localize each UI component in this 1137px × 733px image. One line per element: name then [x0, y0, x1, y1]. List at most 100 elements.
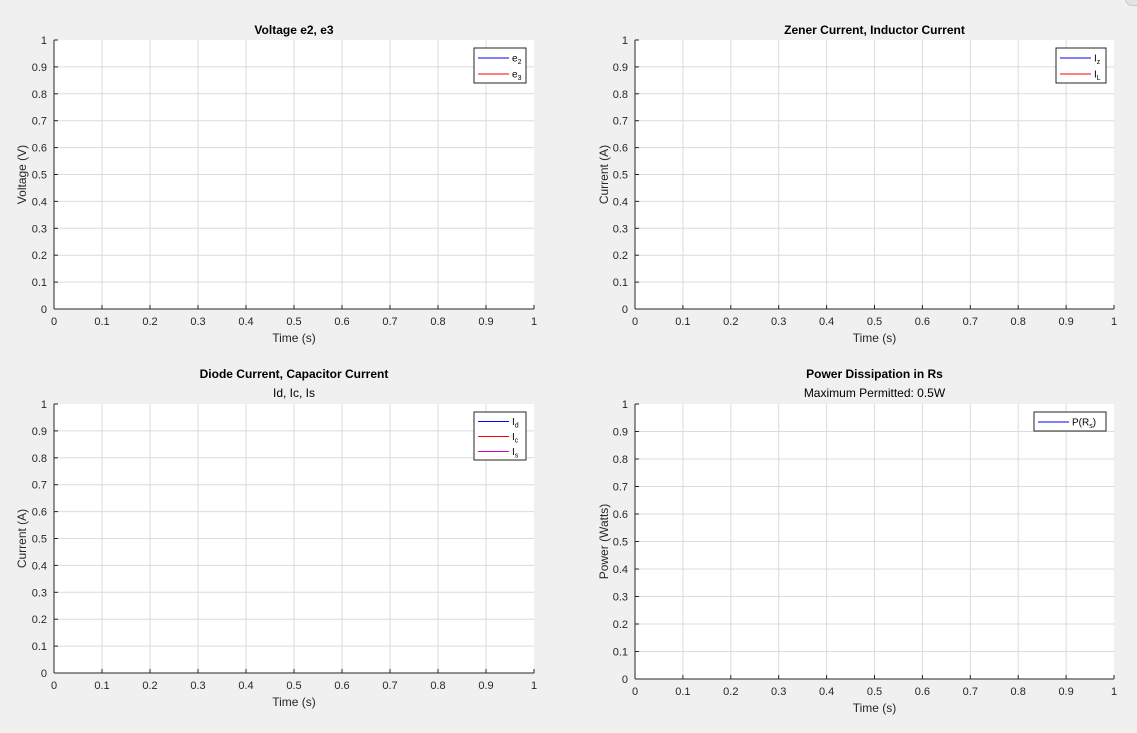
y-tick-label: 0.9	[32, 426, 47, 438]
x-tick-label: 1	[531, 680, 537, 692]
x-tick-label: 0.1	[675, 686, 690, 698]
y-tick-label: 0.4	[613, 564, 628, 576]
y-tick-label: 0.8	[613, 454, 628, 466]
y-tick-label: 1	[41, 399, 47, 411]
y-tick-label: 0.4	[613, 196, 628, 208]
x-tick-label: 0.1	[94, 316, 109, 328]
legend-entry: Id	[512, 417, 519, 430]
y-tick-label: 0.5	[32, 534, 47, 546]
legend-box	[1055, 47, 1107, 84]
x-tick-label: 0.4	[819, 316, 834, 328]
x-tick-label: 0.5	[867, 686, 882, 698]
y-tick-label: 0.9	[32, 62, 47, 74]
x-tick-label: 0.8	[1011, 686, 1026, 698]
x-tick-label: 0.6	[334, 316, 349, 328]
legend-entry: Ic	[512, 432, 519, 445]
y-axis-label: Voltage (V)	[15, 145, 29, 204]
y-tick-label: 0.4	[32, 196, 47, 208]
x-tick-label: 0.1	[94, 680, 109, 692]
x-tick-label: 0.6	[334, 680, 349, 692]
y-axis-label: Current (A)	[597, 145, 611, 204]
y-tick-label: 0.3	[32, 587, 47, 599]
legend-entry: e3	[512, 70, 522, 83]
legend-box	[1033, 411, 1107, 432]
chart-title: Zener Current, Inductor Current	[784, 23, 965, 37]
y-tick-label: 0.1	[32, 641, 47, 653]
legend-box	[473, 47, 527, 84]
legend-entry: Is	[512, 447, 519, 460]
x-tick-label: 0.9	[1058, 316, 1073, 328]
y-tick-label: 0	[41, 668, 47, 680]
y-tick-label: 0.7	[32, 480, 47, 492]
x-tick-label: 0.2	[142, 680, 157, 692]
y-tick-label: 0.9	[613, 62, 628, 74]
y-tick-label: 0.9	[613, 427, 628, 439]
y-tick-label: 0.4	[32, 560, 47, 572]
y-tick-label: 1	[41, 35, 47, 47]
x-tick-label: 0.7	[963, 316, 978, 328]
x-axis-label: Time (s)	[853, 331, 897, 345]
subplot-voltage: 0 0.1 0.2 0.3 0.4 0.5 0.6 0.7 0.8 0.9 1 0 0.1 0.2 0.3 0…	[15, 23, 537, 345]
x-tick-label: 0.9	[478, 316, 493, 328]
subplot-current: 0 0.1 0.2 0.3 0.4 0.5 0.6 0.7 0.8 0.9 1 0 0.1 0.2 0.3 0…	[597, 23, 1117, 345]
chart-subtitle: Id, Ic, Is	[273, 386, 315, 400]
x-tick-label: 0.4	[238, 680, 253, 692]
y-tick-label: 0	[622, 304, 628, 316]
x-tick-label: 1	[531, 316, 537, 328]
y-tick-label: 0.6	[613, 509, 628, 521]
legend-entry: Iz	[1094, 54, 1101, 67]
legend-entry: P(Rs)	[1072, 418, 1096, 431]
y-tick-label: 0.7	[613, 482, 628, 494]
x-tick-label: 0.3	[190, 680, 205, 692]
x-tick-label: 0.9	[478, 680, 493, 692]
y-tick-label: 0.6	[32, 143, 47, 155]
y-tick-label: 0.3	[613, 592, 628, 604]
x-tick-label: 0.3	[771, 316, 786, 328]
chart-title: Power Dissipation in Rs	[806, 367, 943, 381]
y-tick-label: 0.1	[32, 277, 47, 289]
y-tick-label: 0.6	[613, 143, 628, 155]
x-axis-label: Time (s)	[272, 695, 316, 709]
x-tick-label: 0.7	[382, 316, 397, 328]
x-tick-label: 0.1	[675, 316, 690, 328]
x-tick-label: 0	[51, 680, 57, 692]
y-tick-label: 1	[622, 399, 628, 411]
y-tick-label: 0.2	[613, 619, 628, 631]
y-tick-label: 0.5	[613, 170, 628, 182]
x-tick-label: 0.5	[286, 316, 301, 328]
x-tick-label: 1	[1111, 686, 1117, 698]
y-tick-label: 0	[622, 674, 628, 686]
x-tick-label: 0.8	[430, 680, 445, 692]
y-tick-label: 1	[622, 35, 628, 47]
x-tick-label: 0.8	[1011, 316, 1026, 328]
x-tick-label: 0.6	[915, 316, 930, 328]
y-tick-label: 0.5	[32, 170, 47, 182]
chart-title: Diode Current, Capacitor Current	[200, 367, 389, 381]
y-tick-label: 0.2	[32, 250, 47, 262]
window-corner-control[interactable]	[1125, 0, 1137, 6]
subplot-diode: 0 0.1 0.2 0.3 0.4 0.5 0.6 0.7 0.8 0.9 1 0 0.1 0.2 0.3 0…	[15, 367, 537, 709]
y-tick-label: 0.1	[613, 647, 628, 659]
x-tick-label: 0	[632, 316, 638, 328]
x-axis-label: Time (s)	[853, 701, 897, 715]
legend-entry: e2	[512, 54, 522, 67]
legend[interactable]: P(Rs)	[1033, 411, 1107, 432]
x-tick-label: 0.3	[190, 316, 205, 328]
x-axis-label: Time (s)	[272, 331, 316, 345]
x-tick-label: 0.5	[867, 316, 882, 328]
x-tick-label: 0.7	[382, 680, 397, 692]
y-tick-label: 0.3	[32, 223, 47, 235]
y-tick-label: 0	[41, 304, 47, 316]
legend[interactable]: Id Ic Is	[473, 411, 527, 461]
y-tick-label: 0.7	[32, 116, 47, 128]
x-tick-label: 0.5	[286, 680, 301, 692]
x-tick-label: 0.2	[142, 316, 157, 328]
subplot-power: 0 0.1 0.2 0.3 0.4 0.5 0.6 0.7 0.8 0.9 1 0 0.1 0.2 0.3 0…	[597, 367, 1117, 715]
x-tick-label: 0.7	[963, 686, 978, 698]
x-tick-label: 0.4	[238, 316, 253, 328]
chart-title: Voltage e2, e3	[254, 23, 333, 37]
legend[interactable]: Iz IL	[1055, 47, 1107, 84]
legend-entry: IL	[1094, 70, 1101, 83]
